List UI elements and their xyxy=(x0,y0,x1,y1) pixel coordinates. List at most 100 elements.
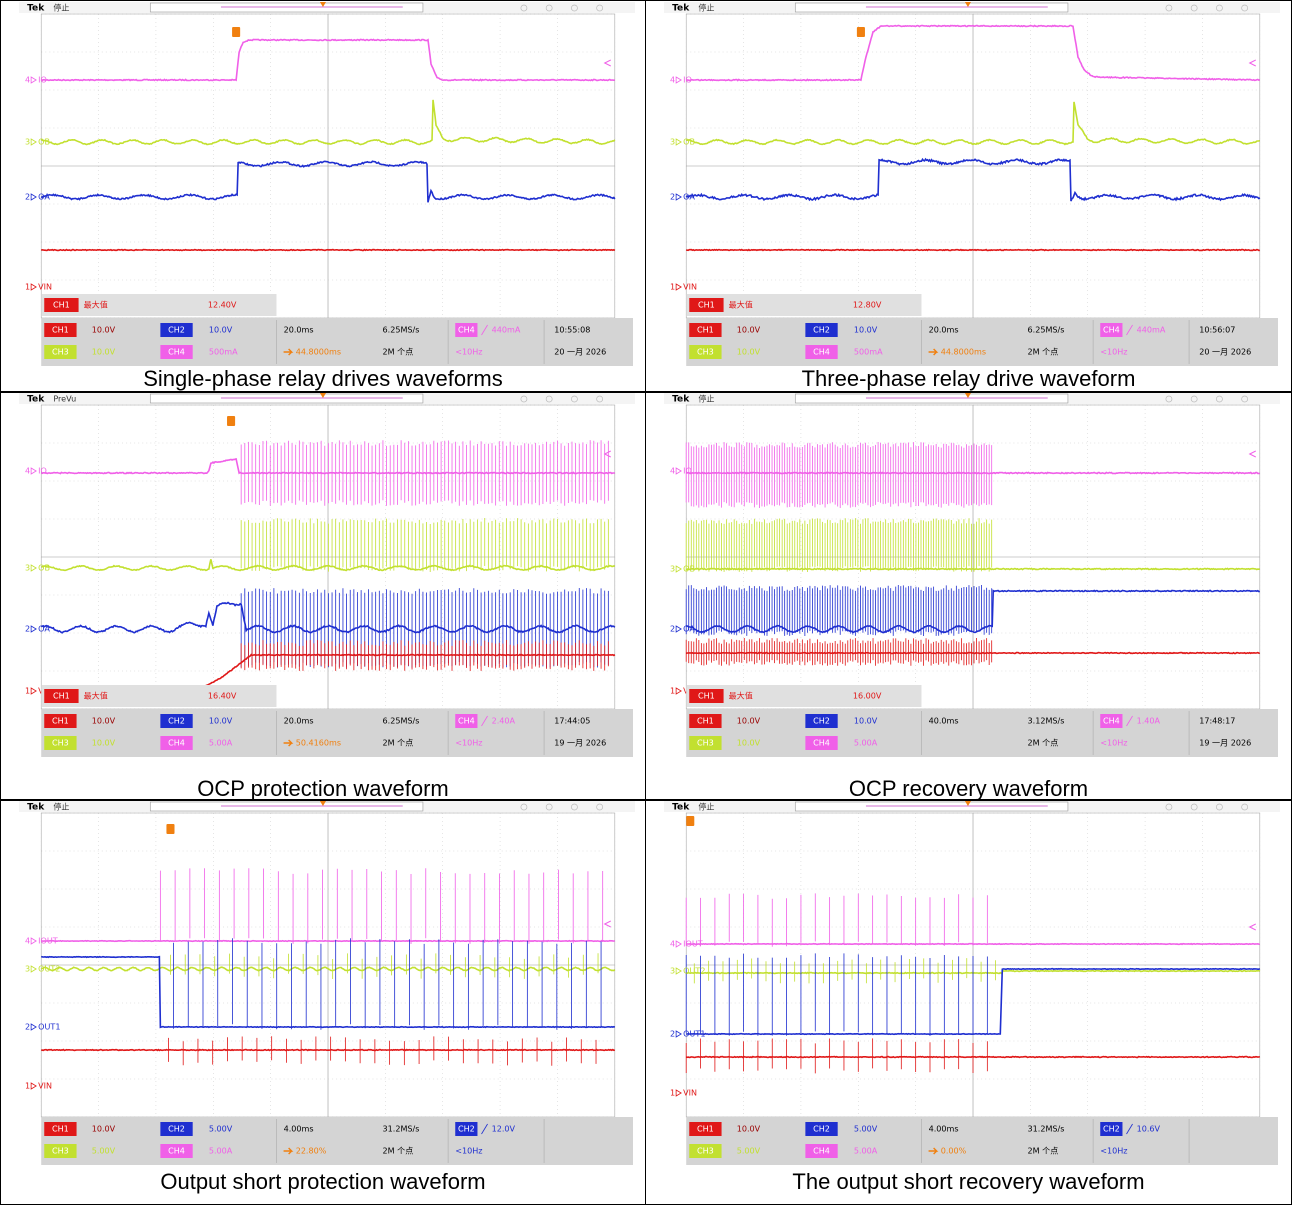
record-view xyxy=(150,802,423,811)
channel-label: VIN xyxy=(683,283,697,292)
sample-rate: 6.25MS/s xyxy=(1028,326,1065,335)
measure-name: 最大值 xyxy=(729,300,753,310)
trigger-level: 440mA xyxy=(492,326,521,335)
ch4-scale: 500mA xyxy=(209,348,238,357)
channel-name: CH4 xyxy=(168,739,185,748)
channel-label: OUT1 xyxy=(683,1030,705,1039)
channel-name: CH3 xyxy=(52,739,69,748)
channel-number: 2 xyxy=(25,193,30,202)
trigger-frequency: <10Hz xyxy=(455,1147,482,1156)
timebase: 4.00ms xyxy=(284,1125,314,1134)
record-view xyxy=(795,394,1068,403)
channel-number: 4 xyxy=(25,76,30,85)
trigger-frequency: <10Hz xyxy=(1100,348,1127,357)
horizontal-position: 44.8000ms xyxy=(296,348,341,357)
waveform xyxy=(686,250,1260,251)
channel-name: CH1 xyxy=(52,1125,69,1134)
record-length: 2M 个点 xyxy=(1028,1147,1059,1156)
brand: Tek xyxy=(27,4,45,14)
channel-number: 2 xyxy=(670,625,675,634)
brand: Tek xyxy=(672,4,690,14)
clock-time: 17:44:05 xyxy=(554,717,590,726)
waveform xyxy=(41,1050,615,1051)
channel-number: 2 xyxy=(25,625,30,634)
channel-number: 1 xyxy=(670,687,675,696)
channel-name: CH4 xyxy=(813,348,830,357)
figure-cell: Tek停止4IOUT3OUT22OUT11VINCH110.0VCH25.00V… xyxy=(645,799,1292,1205)
oscilloscope-screen: Tek停止4IOUT3OUT22OUT11VINCH110.0VCH25.00V… xyxy=(664,801,1280,1166)
ch2-scale: 10.0V xyxy=(854,717,878,726)
channel-name: CH4 xyxy=(813,739,830,748)
brand: Tek xyxy=(672,803,690,813)
channel-name: CH2 xyxy=(168,1125,185,1134)
run-status: 停止 xyxy=(698,802,714,812)
brand: Tek xyxy=(27,395,45,405)
channel-name: CH1 xyxy=(52,326,69,335)
channel-number: 1 xyxy=(25,283,30,292)
horizontal-position: 50.4160ms xyxy=(296,739,341,748)
timebase: 40.0ms xyxy=(929,717,959,726)
caption: Three-phase relay drive waveform xyxy=(646,366,1291,392)
oscilloscope-screen: Tek停止4IO3OB2OA1VINCH1最大值12.80VCH110.0VCH… xyxy=(664,2,1280,367)
channel-label: IO xyxy=(683,467,692,476)
ch3-scale: 10.0V xyxy=(92,348,116,357)
channel-number: 3 xyxy=(25,965,30,974)
page: Tek停止4IO3OB2OA1VINCH1最大值12.40VCH110.0VCH… xyxy=(0,0,1292,1204)
trigger-level: 10.6V xyxy=(1137,1125,1161,1134)
channel-label: OB xyxy=(683,138,695,147)
clock-date: 19 一月 2026 xyxy=(554,739,606,748)
channel-name: CH4 xyxy=(168,348,185,357)
channel-name: CH3 xyxy=(697,348,714,357)
channel-name: CH3 xyxy=(697,1147,714,1156)
channel-label: OA xyxy=(38,193,50,202)
measure-name: 最大值 xyxy=(84,691,108,701)
channel-name: CH2 xyxy=(813,326,830,335)
channel-number: 3 xyxy=(670,967,675,976)
trigger-source: CH4 xyxy=(458,326,475,335)
channel-label: OB xyxy=(683,565,695,574)
channel-label: IO xyxy=(38,467,47,476)
trigger-source: CH2 xyxy=(458,1125,475,1134)
trigger-source: CH2 xyxy=(1103,1125,1120,1134)
channel-label: VIN xyxy=(38,283,52,292)
brand: Tek xyxy=(672,395,690,405)
run-status: 停止 xyxy=(698,3,714,13)
screen-bg xyxy=(664,801,1280,1166)
trigger-frequency: <10Hz xyxy=(1100,1147,1127,1156)
record-length: 2M 个点 xyxy=(383,348,414,357)
caption: Output short protection waveform xyxy=(1,1169,645,1195)
channel-name: CH2 xyxy=(168,717,185,726)
measure-name: 最大值 xyxy=(84,300,108,310)
measure-source: CH1 xyxy=(53,692,70,701)
figure-cell: TekPreVu4IO3OB2OA1VINCH1最大值16.40VCH110.0… xyxy=(0,391,646,801)
record-view xyxy=(795,802,1068,811)
ch4-scale: 5.00A xyxy=(209,739,233,748)
ch2-scale: 10.0V xyxy=(209,326,233,335)
channel-label: IOUT xyxy=(38,937,58,946)
channel-name: CH2 xyxy=(168,326,185,335)
trigger-level: 1.40A xyxy=(1137,717,1161,726)
channel-name: CH2 xyxy=(813,717,830,726)
measure-value: 16.40V xyxy=(208,692,237,701)
sample-rate: 6.25MS/s xyxy=(383,326,420,335)
ch2-scale: 5.00V xyxy=(854,1125,878,1134)
timebase: 20.0ms xyxy=(284,717,314,726)
measure-source: CH1 xyxy=(698,692,715,701)
run-status: 停止 xyxy=(53,3,69,13)
run-status: PreVu xyxy=(53,395,76,404)
channel-label: VIN xyxy=(38,1082,52,1091)
sample-rate: 31.2MS/s xyxy=(1028,1125,1065,1134)
ch3-scale: 10.0V xyxy=(737,348,761,357)
trigger-level: 440mA xyxy=(1137,326,1166,335)
channel-label: OUT2 xyxy=(38,965,60,974)
trigger-source: CH4 xyxy=(1103,326,1120,335)
channel-number: 4 xyxy=(25,467,30,476)
ch1-scale: 10.0V xyxy=(92,717,116,726)
trigger-frequency: <10Hz xyxy=(1100,739,1127,748)
figure-cell: Tek停止4IOUT3OUT22OUT11VINCH110.0VCH25.00V… xyxy=(0,799,646,1205)
sample-rate: 31.2MS/s xyxy=(383,1125,420,1134)
ch2-scale: 5.00V xyxy=(209,1125,233,1134)
channel-name: CH3 xyxy=(52,348,69,357)
brand: Tek xyxy=(27,803,45,813)
channel-name: CH1 xyxy=(697,326,714,335)
